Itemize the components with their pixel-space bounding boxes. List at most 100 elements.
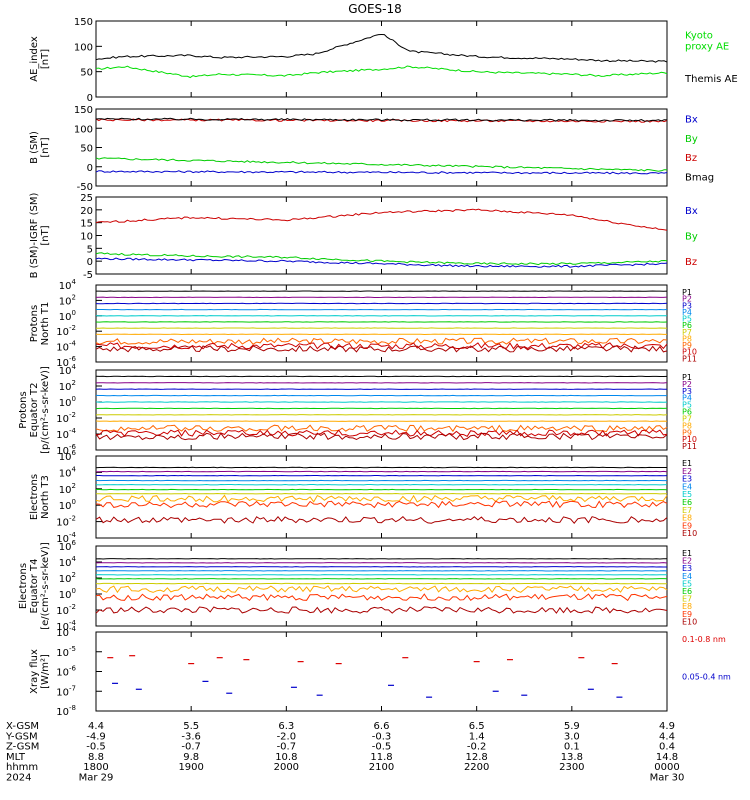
y-axis-label: B (SM)-IGRF (SM) xyxy=(29,193,40,279)
y-tick-label: 25 xyxy=(80,193,93,204)
y-axis-label: Electrons xyxy=(29,474,40,520)
y-tick-label: 104 xyxy=(59,555,77,569)
series-line-p10 xyxy=(95,429,668,437)
plot-frame xyxy=(95,20,668,98)
y-tick-label: 104 xyxy=(59,465,77,479)
y-tick-label: 106 xyxy=(59,539,77,553)
y-tick-label: 10-2 xyxy=(56,324,76,338)
y-tick-label: 50 xyxy=(80,68,93,79)
x-date-start: Mar 29 xyxy=(79,773,114,784)
legend-entry: E5 xyxy=(682,490,692,499)
y-tick-label: 10-2 xyxy=(56,515,76,529)
y-tick-exponent: -2 xyxy=(69,515,76,523)
legend-entry: P8 xyxy=(682,334,692,343)
y-tick-label: 10-7 xyxy=(56,684,76,698)
x-row-value: 2300 xyxy=(559,762,584,773)
y-tick-label: 104 xyxy=(59,278,77,292)
y-tick-label: 10-4 xyxy=(56,625,76,639)
series-line-e10 xyxy=(95,516,668,524)
y-tick-exponent: 6 xyxy=(72,449,77,457)
legend-entry: P5 xyxy=(682,401,692,410)
y-tick-exponent: -5 xyxy=(69,645,76,653)
series-line-p9 xyxy=(95,424,668,433)
legend-entry: P3 xyxy=(682,387,692,396)
legend-entry: P5 xyxy=(682,315,692,324)
series-line-bz xyxy=(95,208,668,231)
y-tick-label: -50 xyxy=(77,182,93,193)
y-tick-label: 0 xyxy=(87,163,93,174)
y-tick-exponent: -4 xyxy=(69,625,77,633)
x-row-value: 0.1 xyxy=(564,742,580,753)
y-axis-label: Protons xyxy=(29,305,40,342)
x-row-label: hhmm xyxy=(6,762,38,773)
legend-entry: P2 xyxy=(682,380,692,389)
legend-entry: 0.05-0.4 nm xyxy=(682,673,731,682)
x-row-value: 4.9 xyxy=(659,721,675,732)
legend-entry: P4 xyxy=(682,308,692,317)
x-row-value: 12.8 xyxy=(466,752,488,763)
y-axis-label: [W/m²] xyxy=(40,654,51,689)
x-row-value: 4.4 xyxy=(88,721,104,732)
legend-entry: P8 xyxy=(682,421,692,430)
y-tick-label: 106 xyxy=(59,449,77,463)
y-tick-exponent: -2 xyxy=(69,324,76,332)
legend-entry: E1 xyxy=(682,459,692,468)
legend-entry: E9 xyxy=(682,610,692,619)
y-tick-exponent: -6 xyxy=(69,665,77,673)
legend-entry: E1 xyxy=(682,549,692,558)
y-tick-label: 100 xyxy=(59,309,76,323)
legend-entry: P6 xyxy=(682,321,692,330)
x-row-label: Z-GSM xyxy=(6,742,39,753)
x-row-value: 2000 xyxy=(274,762,299,773)
y-axis-label: AE_index xyxy=(29,36,40,82)
legend-entry: P7 xyxy=(682,414,692,423)
legend-entry: P1 xyxy=(682,288,692,297)
x-row-value: 13.8 xyxy=(561,752,583,763)
x-row-value: -0.7 xyxy=(277,742,297,753)
x-row-value: 10.8 xyxy=(275,752,297,763)
y-tick-exponent: 0 xyxy=(72,395,76,403)
series-line-bz xyxy=(95,118,668,123)
series-line-e8 xyxy=(95,494,668,503)
legend-entry: P10 xyxy=(682,435,697,444)
legend-entry: P11 xyxy=(682,354,697,363)
series-line-by xyxy=(95,252,668,266)
y-tick-label: 10-8 xyxy=(56,704,76,718)
legend-entry: Bx xyxy=(685,115,698,126)
legend-entry: P4 xyxy=(682,394,692,403)
x-row-label: X-GSM xyxy=(6,721,39,732)
series-line-e9 xyxy=(95,593,668,602)
y-tick-exponent: -7 xyxy=(69,684,76,692)
legend-entry: E10 xyxy=(682,617,697,626)
x-row-value: 1900 xyxy=(178,762,203,773)
y-tick-exponent: 2 xyxy=(72,571,76,579)
y-tick-label: 150 xyxy=(74,105,93,116)
y-tick-label: 102 xyxy=(59,482,76,496)
y-tick-label: 10-4 xyxy=(56,340,76,354)
y-tick-label: 10 xyxy=(80,232,93,243)
legend-entry: E5 xyxy=(682,579,692,588)
y-tick-label: 100 xyxy=(59,498,76,512)
x-date-end: Mar 30 xyxy=(650,773,685,784)
y-tick-exponent: -4 xyxy=(69,427,77,435)
y-tick-label: 0 xyxy=(87,257,93,268)
y-axis-label: Electrons xyxy=(18,563,29,609)
series-line-kyoto-proxy-ae xyxy=(95,65,668,79)
series-line-e10 xyxy=(95,606,668,614)
x-axis-table: X-GSM 4.4 5.5 6.3 6.6 6.5 5.9 4.9Y-GSM -4.9 -3.6-… xyxy=(5,721,684,784)
series-line-bx xyxy=(95,170,668,175)
legend-entry: E8 xyxy=(682,602,692,611)
y-tick-label: 10-6 xyxy=(56,665,76,679)
y-tick-exponent: -4 xyxy=(69,340,77,348)
y-axis-label: [nT] xyxy=(40,225,51,245)
x-row-value: 2100 xyxy=(369,762,394,773)
x-row-value: 6.5 xyxy=(469,721,485,732)
y-axis-label: North T3 xyxy=(40,475,51,519)
y-tick-label: 10-5 xyxy=(56,645,76,659)
legend-entry: Themis AE xyxy=(684,74,738,85)
legend-entry: Bz xyxy=(685,153,697,164)
y-tick-exponent: -6 xyxy=(69,355,77,363)
legend-entry: E7 xyxy=(682,595,692,604)
